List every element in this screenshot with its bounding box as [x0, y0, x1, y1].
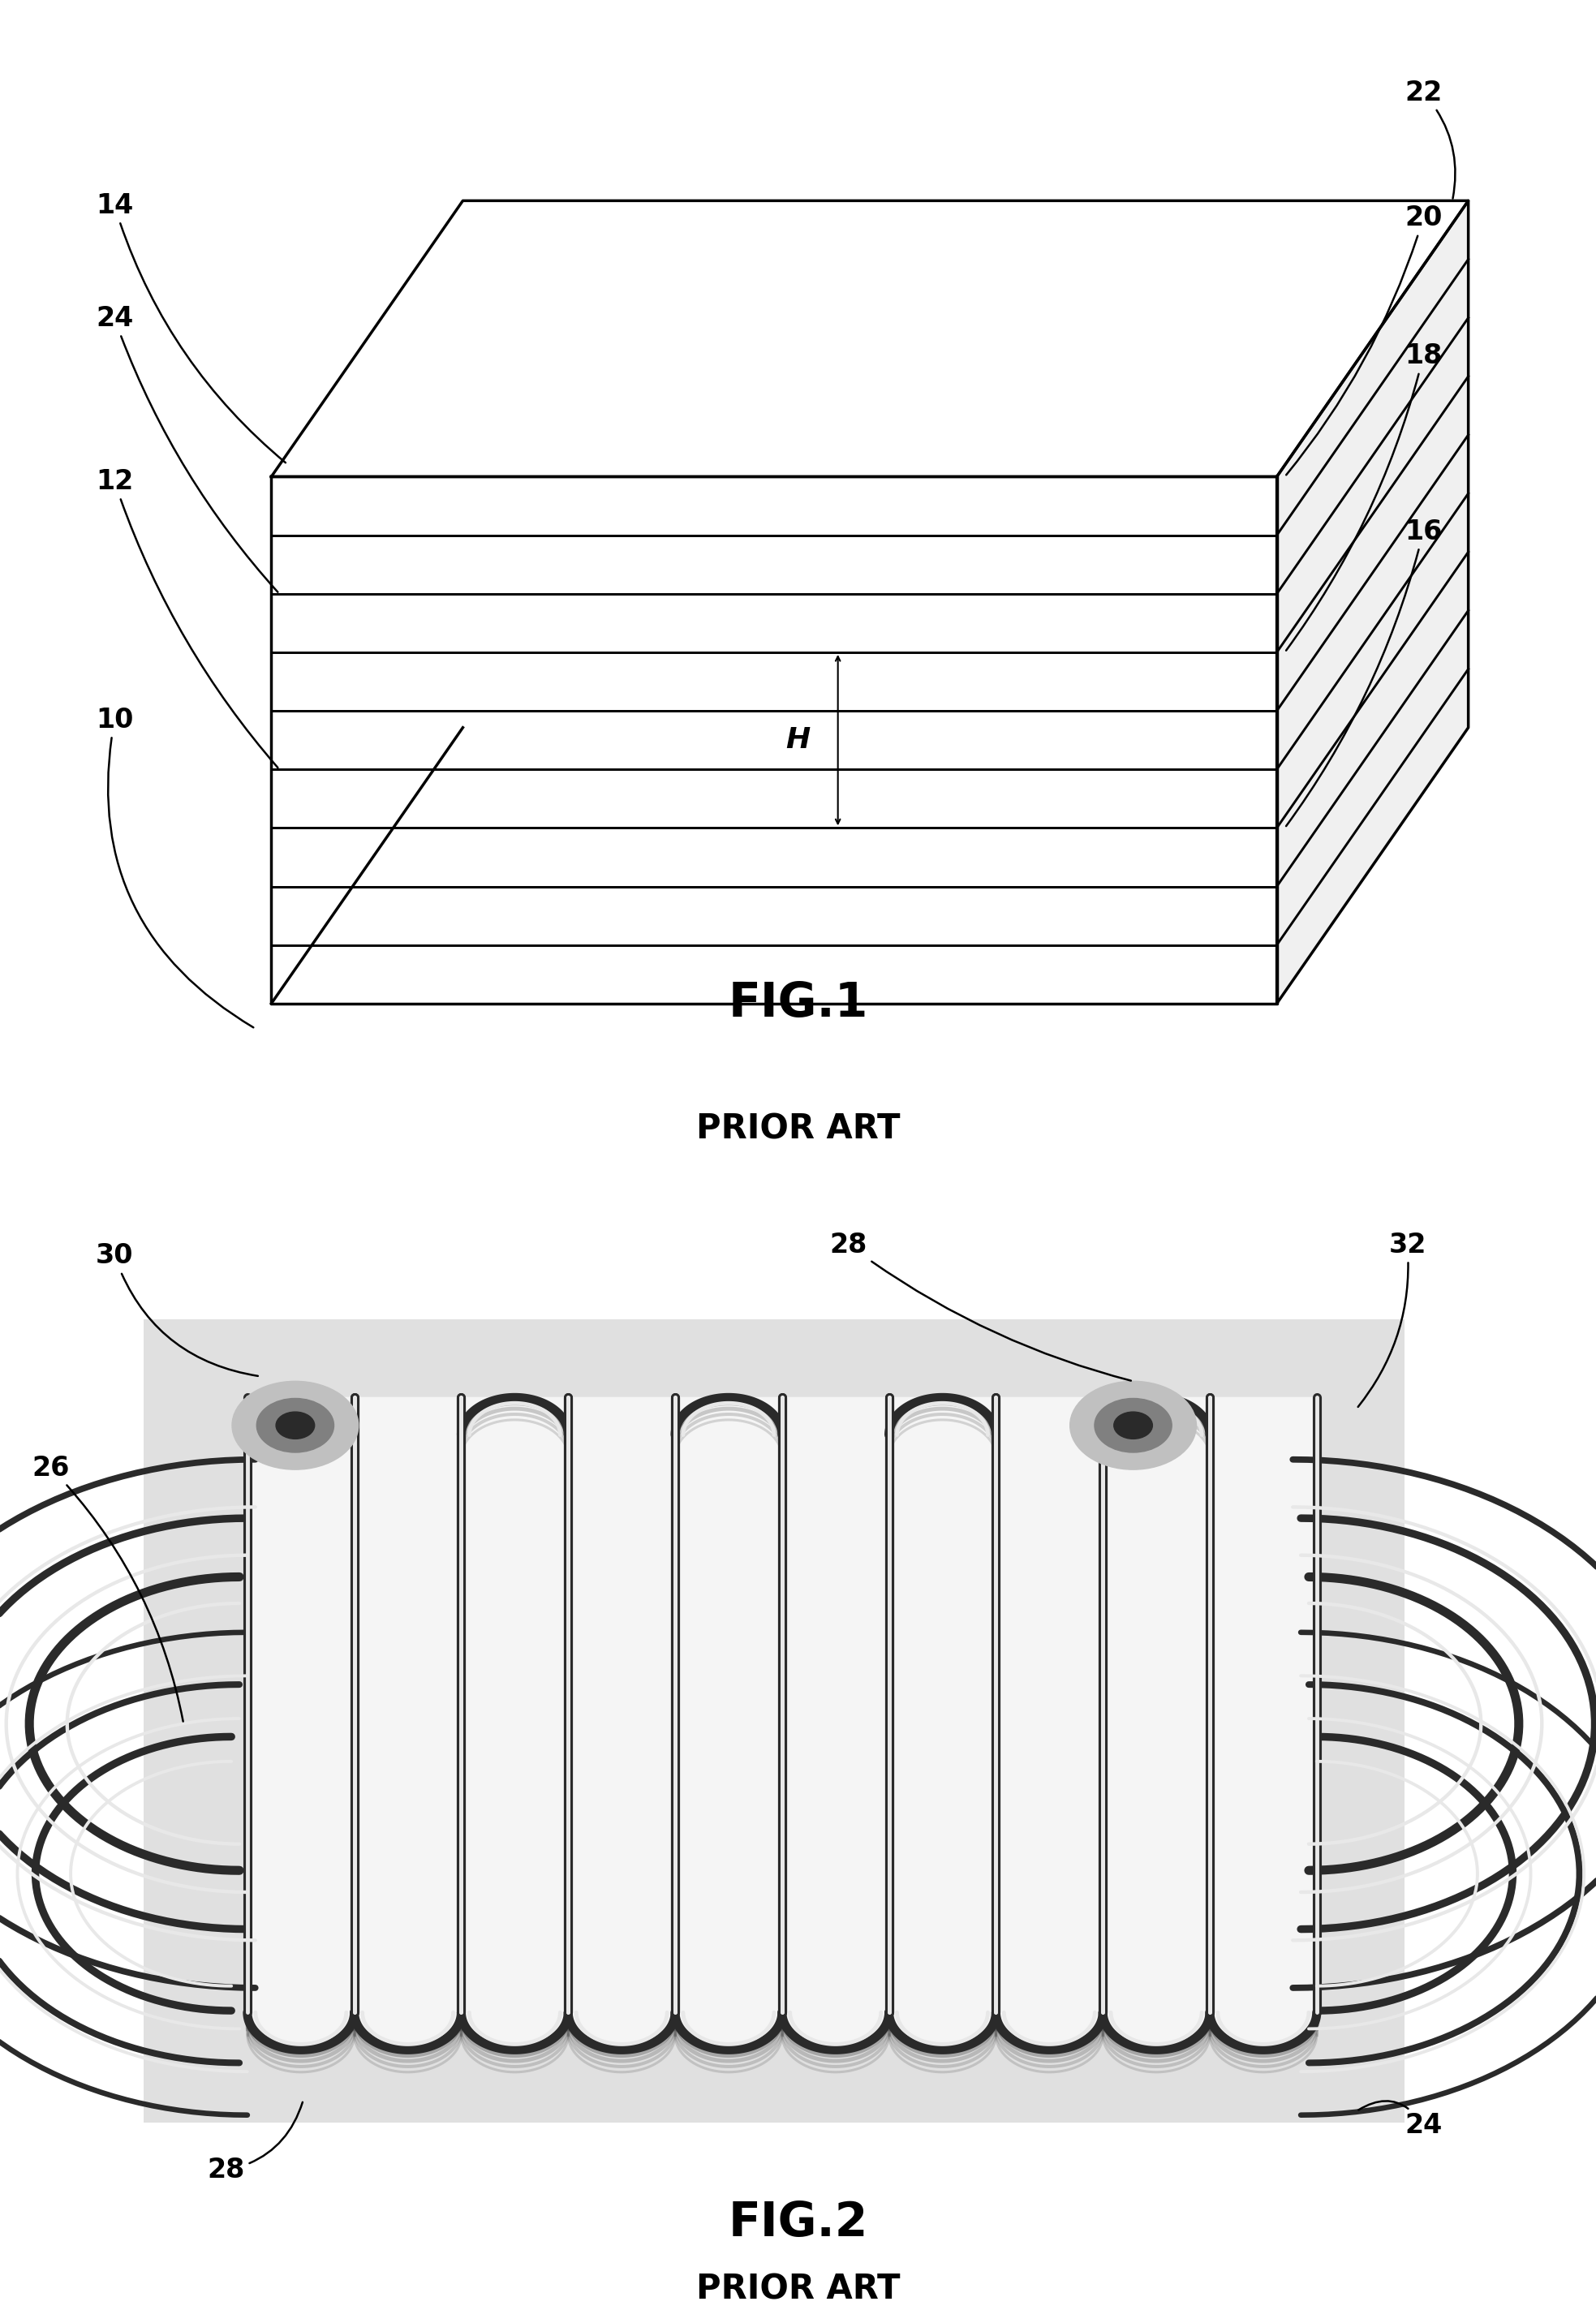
- Circle shape: [1095, 1398, 1171, 1452]
- Circle shape: [1069, 1382, 1197, 1470]
- Circle shape: [231, 1382, 359, 1470]
- Polygon shape: [354, 1398, 461, 2049]
- Text: H: H: [785, 727, 811, 755]
- Polygon shape: [247, 1398, 354, 2049]
- Text: FIG.2: FIG.2: [728, 2200, 868, 2246]
- Text: 18: 18: [1286, 344, 1443, 650]
- Text: 10: 10: [96, 706, 254, 1027]
- Polygon shape: [271, 476, 1277, 1004]
- Text: 30: 30: [96, 1243, 259, 1375]
- Polygon shape: [1277, 200, 1468, 1004]
- Text: 24: 24: [1358, 2100, 1443, 2139]
- Polygon shape: [782, 1398, 889, 2049]
- Text: 28: 28: [207, 2102, 303, 2184]
- Polygon shape: [1103, 1398, 1210, 2049]
- Circle shape: [276, 1412, 314, 1438]
- Text: 16: 16: [1286, 518, 1443, 827]
- Text: 24: 24: [96, 304, 278, 592]
- Polygon shape: [461, 1398, 568, 2049]
- Text: 20: 20: [1286, 204, 1443, 474]
- Polygon shape: [568, 1398, 675, 2049]
- Text: PRIOR ART: PRIOR ART: [696, 2272, 900, 2307]
- Circle shape: [1114, 1412, 1152, 1438]
- Text: PRIOR ART: PRIOR ART: [696, 1113, 900, 1145]
- Polygon shape: [1210, 1398, 1317, 2049]
- Text: 22: 22: [1404, 79, 1456, 197]
- Text: 28: 28: [830, 1231, 1132, 1380]
- Polygon shape: [889, 1398, 996, 2049]
- Bar: [144, 1319, 1404, 2123]
- Text: FIG.1: FIG.1: [728, 980, 868, 1027]
- Circle shape: [257, 1398, 334, 1452]
- Text: 32: 32: [1358, 1231, 1427, 1408]
- Text: 12: 12: [96, 469, 278, 767]
- Text: 26: 26: [32, 1454, 184, 1721]
- Polygon shape: [271, 200, 1468, 476]
- Polygon shape: [675, 1398, 782, 2049]
- Polygon shape: [996, 1398, 1103, 2049]
- Text: 14: 14: [96, 193, 286, 462]
